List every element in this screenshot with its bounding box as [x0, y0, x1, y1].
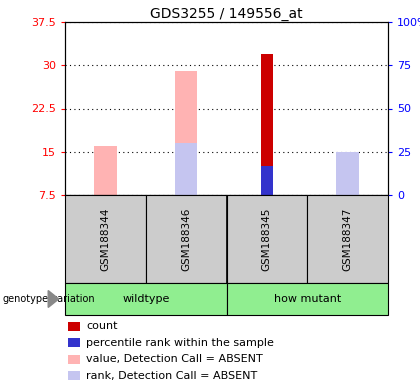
- Bar: [68, 322, 79, 331]
- Text: count: count: [86, 321, 118, 331]
- Bar: [175, 143, 197, 195]
- Text: GSM188346: GSM188346: [181, 207, 191, 271]
- Text: genotype/variation: genotype/variation: [2, 294, 95, 304]
- Bar: [261, 166, 273, 195]
- Bar: [307, 195, 388, 283]
- Bar: [68, 371, 79, 380]
- Bar: [261, 54, 273, 195]
- Text: GSM188344: GSM188344: [100, 207, 110, 271]
- Bar: [68, 338, 79, 347]
- Text: percentile rank within the sample: percentile rank within the sample: [86, 338, 274, 348]
- Bar: [226, 195, 307, 283]
- Bar: [65, 195, 146, 283]
- Bar: [336, 152, 359, 195]
- Bar: [175, 71, 197, 195]
- Bar: [68, 355, 79, 364]
- Text: GSM188345: GSM188345: [262, 207, 272, 271]
- Bar: [146, 195, 226, 283]
- Text: GSM188347: GSM188347: [343, 207, 353, 271]
- Text: rank, Detection Call = ABSENT: rank, Detection Call = ABSENT: [86, 371, 257, 381]
- Bar: [336, 152, 359, 195]
- Bar: [65, 283, 226, 315]
- Text: value, Detection Call = ABSENT: value, Detection Call = ABSENT: [86, 354, 263, 364]
- Title: GDS3255 / 149556_at: GDS3255 / 149556_at: [150, 7, 303, 21]
- Bar: [94, 146, 117, 195]
- Text: wildtype: wildtype: [122, 294, 169, 304]
- Text: how mutant: how mutant: [273, 294, 341, 304]
- Bar: [226, 283, 388, 315]
